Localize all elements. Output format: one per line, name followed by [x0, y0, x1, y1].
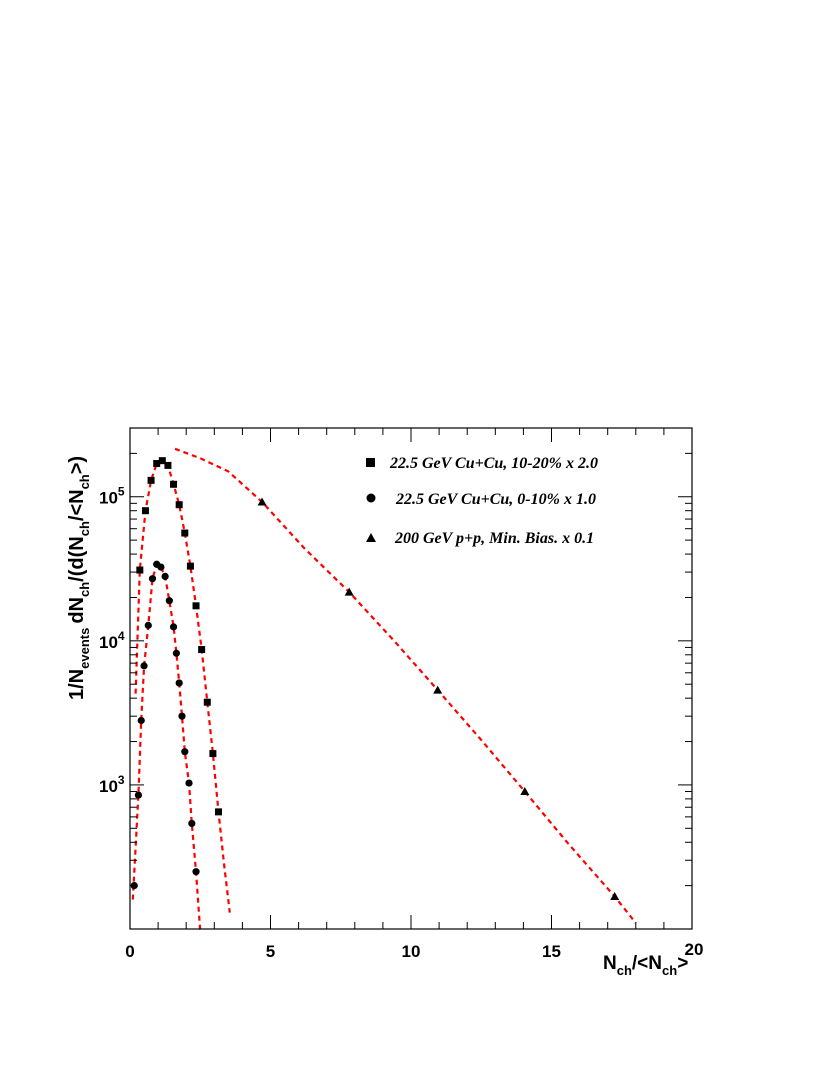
y-tick-exponent: 4 — [118, 629, 125, 643]
data-point-square — [203, 698, 211, 706]
y-tick-label: 103 — [99, 773, 125, 796]
data-point-circle — [137, 716, 145, 725]
y-title-s2: ch — [77, 582, 92, 597]
data-point-circle — [185, 779, 193, 787]
data-point-circle — [172, 649, 180, 657]
data-point-square — [192, 602, 200, 610]
data-point-square — [153, 460, 161, 468]
data-point-circle — [157, 563, 165, 571]
legend-entry-cucu-10-20: 22.5 GeV Cu+Cu, 10-20% x 2.0 — [389, 455, 598, 472]
data-point-circle — [140, 662, 148, 670]
data-point-square — [136, 566, 144, 574]
x-axis-title: Nch/<Nch> — [603, 953, 688, 978]
legend-triangle-marker — [366, 533, 376, 542]
data-point-square — [215, 808, 223, 816]
data-points — [130, 457, 620, 901]
y-title-s3: ch — [77, 521, 92, 536]
y-title-p5: >) — [66, 456, 88, 474]
y-title-p2: dN — [66, 597, 88, 624]
x-title-sub1: ch — [617, 963, 632, 978]
data-point-square — [141, 507, 149, 515]
y-title-p1: 1/N — [66, 669, 88, 700]
legend: 22.5 GeV Cu+Cu, 10-20% x 2.0 22.5 GeV Cu… — [366, 455, 598, 547]
data-point-circle — [188, 819, 196, 828]
data-point-circle — [175, 679, 183, 687]
y-tick-label: 104 — [99, 629, 125, 652]
x-title-n: N — [603, 953, 617, 974]
fit-curve-2 — [174, 447, 637, 924]
legend-entry-cucu-0-10: 22.5 GeV Cu+Cu, 0-10% x 1.0 — [395, 491, 596, 508]
data-point-circle — [134, 791, 143, 799]
x-tick-label: 15 — [542, 942, 561, 961]
data-point-circle — [181, 748, 189, 756]
y-title-s1: events — [77, 628, 92, 669]
y-tick-base: 10 — [99, 777, 118, 796]
x-tick-label: 5 — [266, 942, 275, 961]
y-tick-base: 10 — [99, 489, 118, 508]
y-title-s4: ch — [77, 474, 92, 489]
data-point-square — [158, 457, 166, 465]
legend-entry-pp-minbias: 200 GeV p+p, Min. Bias. x 0.1 — [394, 530, 594, 547]
data-point-circle — [178, 712, 186, 720]
x-title-end: > — [677, 953, 688, 974]
y-tick-base: 10 — [99, 633, 118, 652]
y-tick-label: 105 — [99, 485, 125, 508]
data-point-triangle — [257, 497, 267, 506]
data-point-square — [181, 529, 189, 537]
y-title-p4: /<N — [66, 489, 88, 521]
y-axis-title: 1/NeventsdNch/(d(Nch/<Nch>) — [66, 456, 92, 700]
axis-ticks — [129, 427, 693, 930]
data-point-circle — [169, 623, 178, 631]
x-tick-label: 20 — [685, 940, 704, 959]
data-point-square — [198, 646, 206, 654]
x-title-sub2: ch — [662, 963, 677, 978]
data-point-square — [147, 476, 155, 484]
x-title-mid: /<N — [632, 953, 662, 974]
data-point-square — [170, 480, 178, 488]
y-tick-exponent: 5 — [118, 485, 125, 499]
y-tick-exponent: 3 — [118, 773, 125, 787]
data-point-circle — [165, 597, 173, 605]
data-point-circle — [148, 575, 157, 583]
data-point-square — [164, 461, 172, 469]
x-tick-label: 0 — [125, 942, 134, 961]
data-point-square — [186, 562, 194, 570]
data-point-triangle — [610, 892, 620, 901]
data-point-circle — [161, 572, 169, 581]
x-tick-label: 10 — [402, 942, 421, 961]
data-point-triangle — [520, 787, 530, 796]
y-title-p3: /(d(N — [66, 536, 88, 582]
fit-curve-0 — [134, 459, 231, 913]
data-point-circle — [192, 868, 200, 876]
data-point-circle — [144, 621, 152, 629]
data-point-triangle — [433, 685, 443, 694]
data-point-square — [209, 750, 217, 758]
legend-circle-marker — [366, 493, 376, 503]
legend-square-marker — [366, 458, 375, 467]
data-point-triangle — [344, 587, 354, 596]
data-point-square — [175, 501, 183, 509]
